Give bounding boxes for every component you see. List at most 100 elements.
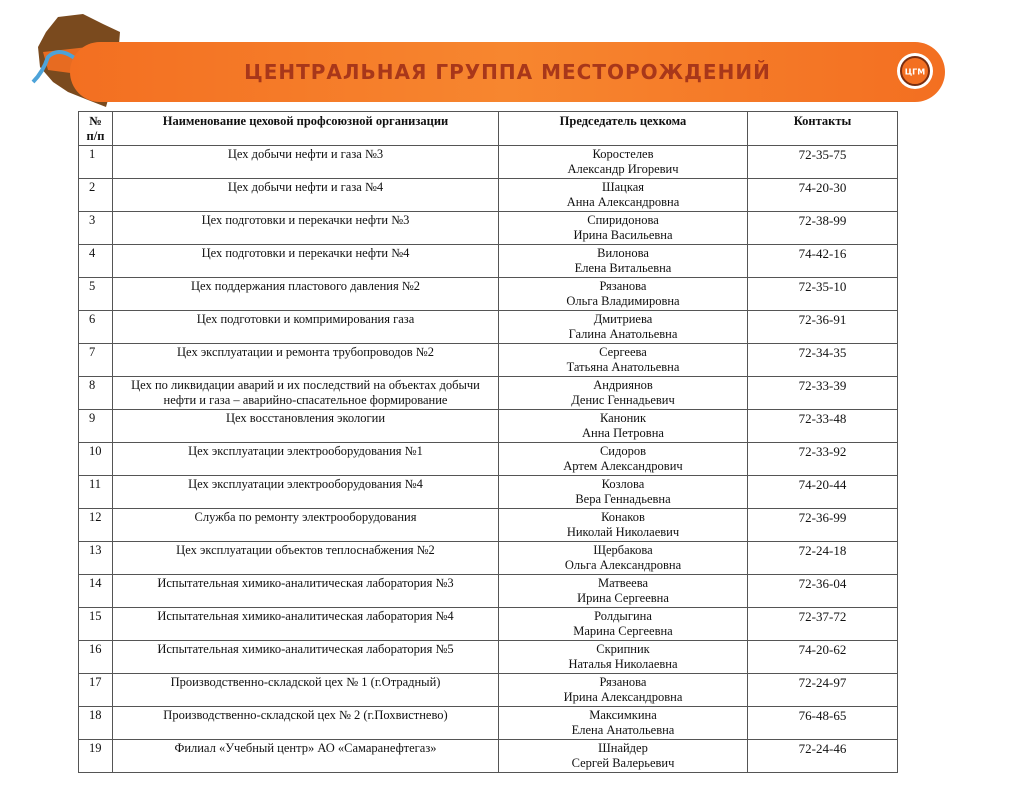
phone: 74-20-30 — [747, 178, 898, 212]
logo-text: ЦГМ — [905, 68, 926, 77]
chairman-line: Ирина Александровна — [563, 690, 683, 704]
chairman-line: Анна Александровна — [566, 195, 680, 209]
chairman: Андриянов Денис Геннадьевич — [498, 376, 748, 410]
chairman-line: Сергеева — [599, 345, 647, 359]
chairman-line: Дмитриева — [593, 312, 653, 326]
phone: 72-35-75 — [747, 145, 898, 179]
table-row: 2 Цех добычи нефти и газа №4 Шацкая Анна Ал… — [78, 178, 898, 212]
row-number: 19 — [78, 739, 113, 773]
phone: 72-36-91 — [747, 310, 898, 344]
chairman-line: Елена Анатольевна — [571, 723, 675, 737]
phone: 72-33-39 — [747, 376, 898, 410]
table-row: 6 Цех подготовки и компримирования газа Дм… — [78, 310, 898, 344]
chairman-line: Ирина Васильевна — [573, 228, 673, 242]
unit-name: Цех поддержания пластового давления №2 — [112, 277, 499, 311]
chairman-line: Артем Александрович — [563, 459, 683, 473]
row-number: 14 — [78, 574, 113, 608]
table-row: 16 Испытательная химико-аналитическая лаб… — [78, 640, 898, 674]
row-number: 9 — [78, 409, 113, 443]
table-row: 8 Цех по ликвидации аварий и их последств… — [78, 376, 898, 410]
chairman: Ролдыгина Марина Сергеевна — [498, 607, 748, 641]
chairman-line: Сидоров — [599, 444, 647, 458]
row-number: 18 — [78, 706, 113, 740]
chairman-line: Наталья Николаевна — [568, 657, 678, 671]
phone: 72-24-18 — [747, 541, 898, 575]
chairman: Рязанова Ольга Владимировна — [498, 277, 748, 311]
chairman-line: Сергей Валерьевич — [571, 756, 675, 770]
table-row: 17 Производственно-складской цех № 1 (г.О… — [78, 673, 898, 707]
phone: 72-33-48 — [747, 409, 898, 443]
unit-name: Испытательная химико-аналитическая лабор… — [112, 607, 499, 641]
page-title: ЦЕНТРАЛЬНАЯ ГРУППА МЕСТОРОЖДЕНИЙ — [244, 60, 771, 84]
chairman: Сидоров Артем Александрович — [498, 442, 748, 476]
unit-name: Производственно-складской цех № 2 (г.Пох… — [112, 706, 499, 740]
chairman-line: Каноник — [599, 411, 647, 425]
unit-name: Цех добычи нефти и газа №4 — [112, 178, 499, 212]
chairman-line: Марина Сергеевна — [573, 624, 673, 638]
unit-name: Цех подготовки и компримирования газа — [112, 310, 499, 344]
chairman: Дмитриева Галина Анатольевна — [498, 310, 748, 344]
chairman-line: Шнайдер — [598, 741, 648, 755]
header-row: № п/п Наименование цеховой профсоюзной ор… — [78, 111, 898, 146]
chairman: Вилонова Елена Витальевна — [498, 244, 748, 278]
unit-name: Цех подготовки и перекачки нефти №3 — [112, 211, 499, 245]
row-number: 4 — [78, 244, 113, 278]
row-number: 6 — [78, 310, 113, 344]
row-number: 15 — [78, 607, 113, 641]
chairman-line: Ольга Владимировна — [566, 294, 680, 308]
chairman: Сергеева Татьяна Анатольевна — [498, 343, 748, 377]
chairman-line: Скрипник — [596, 642, 650, 656]
table-row: 1 Цех добычи нефти и газа №3 Коростелев Але… — [78, 145, 898, 179]
phone: 72-37-72 — [747, 607, 898, 641]
row-number: 16 — [78, 640, 113, 674]
phone: 74-20-62 — [747, 640, 898, 674]
chairman-line: Козлова — [601, 477, 645, 491]
unit-name: Цех эксплуатации и ремонта трубопроводов… — [112, 343, 499, 377]
unit-name: Филиал «Учебный центр» АО «Самаранефтега… — [112, 739, 499, 773]
table-row: 13 Цех эксплуатации объектов теплоснабжен… — [78, 541, 898, 575]
phone: 72-24-46 — [747, 739, 898, 773]
chairman-line: Елена Витальевна — [574, 261, 672, 275]
header-banner: ЦЕНТРАЛЬНАЯ ГРУППА МЕСТОРОЖДЕНИЙ ЦГМ — [70, 42, 945, 102]
unit-name: Цех эксплуатации электрооборудования №1 — [112, 442, 499, 476]
column-header: Наименование цеховой профсоюзной организ… — [112, 111, 499, 146]
chairman-line: Щербакова — [593, 543, 653, 557]
table-row: 18 Производственно-складской цех № 2 (г.П… — [78, 706, 898, 740]
chairman-line: Ирина Сергеевна — [577, 591, 669, 605]
chairman: Конаков Николай Николаевич — [498, 508, 748, 542]
chairman-line: Николай Николаевич — [566, 525, 680, 539]
phone: 72-34-35 — [747, 343, 898, 377]
unit-name: Служба по ремонту электрооборудования — [112, 508, 499, 542]
chairman: Матвеева Ирина Сергеевна — [498, 574, 748, 608]
row-number: 2 — [78, 178, 113, 212]
chairman-line: Денис Геннадьевич — [571, 393, 675, 407]
phone: 76-48-65 — [747, 706, 898, 740]
table-row: 10 Цех эксплуатации электрооборудования №… — [78, 442, 898, 476]
chairman: Спиридонова Ирина Васильевна — [498, 211, 748, 245]
chairman-line: Галина Анатольевна — [568, 327, 678, 341]
chairman-line: Спиридонова — [587, 213, 659, 227]
chairman-line: Рязанова — [599, 279, 647, 293]
phone: 72-36-04 — [747, 574, 898, 608]
unit-name: Цех эксплуатации объектов теплоснабжения… — [112, 541, 499, 575]
column-header: № п/п — [78, 111, 113, 146]
table-row: 12 Служба по ремонту электрооборудования К… — [78, 508, 898, 542]
chairman-line: Шацкая — [601, 180, 645, 194]
row-number: 7 — [78, 343, 113, 377]
chairman-line: Андриянов — [593, 378, 653, 392]
column-header: Контакты — [747, 111, 898, 146]
chairman: Рязанова Ирина Александровна — [498, 673, 748, 707]
table-row: 3 Цех подготовки и перекачки нефти №3 Спир… — [78, 211, 898, 245]
table-row: 11 Цех эксплуатации электрооборудования №… — [78, 475, 898, 509]
chairman-line: Коростелев — [592, 147, 654, 161]
phone: 74-42-16 — [747, 244, 898, 278]
chairman-line: Матвеева — [597, 576, 648, 590]
table-row: 5 Цех поддержания пластового давления №2 Р… — [78, 277, 898, 311]
chairman-line: Вера Геннадьевна — [575, 492, 671, 506]
chairman: Шацкая Анна Александровна — [498, 178, 748, 212]
column-header: Председатель цехкома — [498, 111, 748, 146]
phone: 72-24-97 — [747, 673, 898, 707]
row-number: 17 — [78, 673, 113, 707]
table-row: 7 Цех эксплуатации и ремонта трубопроводо… — [78, 343, 898, 377]
